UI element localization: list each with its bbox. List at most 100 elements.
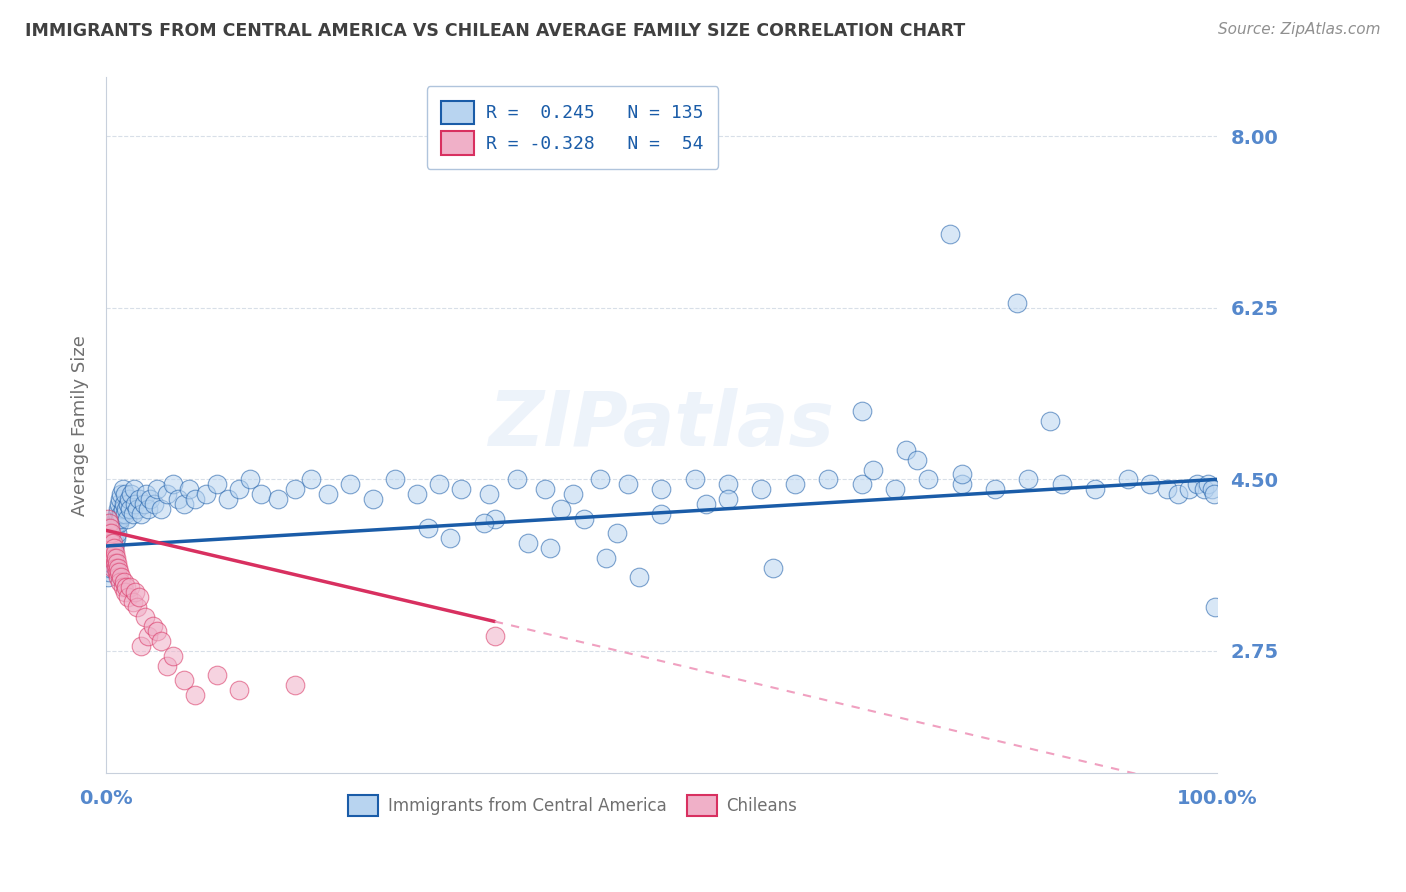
Point: [110, 511, 132, 525]
Point: [917, 472, 939, 486]
Point: [117, 497, 139, 511]
Point: [104, 531, 127, 545]
Point: [104, 550, 127, 565]
Point: [108, 566, 131, 580]
Point: [762, 560, 785, 574]
Point: [117, 590, 139, 604]
Point: [142, 619, 165, 633]
Point: [136, 629, 159, 643]
Point: [101, 546, 124, 560]
Point: [110, 487, 132, 501]
Point: [115, 501, 138, 516]
Point: [146, 482, 169, 496]
Point: [150, 634, 173, 648]
Point: [267, 491, 290, 506]
Point: [108, 516, 131, 531]
Point: [173, 673, 195, 688]
Point: [114, 487, 136, 501]
Point: [96, 560, 118, 574]
Point: [104, 546, 127, 560]
Point: [131, 507, 153, 521]
Point: [125, 501, 148, 516]
Point: [139, 491, 162, 506]
Point: [98, 550, 121, 565]
Point: [115, 511, 138, 525]
Point: [533, 482, 555, 496]
Point: [162, 477, 184, 491]
Point: [1197, 477, 1219, 491]
Point: [484, 629, 506, 643]
Point: [228, 683, 250, 698]
Point: [418, 521, 440, 535]
Point: [125, 599, 148, 614]
Point: [134, 609, 156, 624]
Point: [506, 472, 529, 486]
Point: [128, 491, 150, 506]
Point: [184, 491, 207, 506]
Legend: Immigrants from Central America, Chileans: Immigrants from Central America, Chilean…: [339, 786, 806, 824]
Point: [131, 639, 153, 653]
Point: [1139, 477, 1161, 491]
Point: [98, 521, 121, 535]
Point: [104, 511, 127, 525]
Point: [484, 511, 506, 525]
Point: [98, 546, 121, 560]
Point: [107, 570, 129, 584]
Point: [905, 452, 928, 467]
Point: [717, 477, 740, 491]
Point: [1178, 482, 1201, 496]
Point: [606, 526, 628, 541]
Point: [406, 487, 429, 501]
Point: [101, 536, 124, 550]
Point: [104, 556, 127, 570]
Point: [100, 550, 122, 565]
Point: [107, 560, 129, 574]
Point: [98, 516, 121, 531]
Point: [103, 550, 125, 565]
Point: [939, 227, 962, 242]
Point: [1017, 472, 1039, 486]
Point: [517, 536, 540, 550]
Point: [124, 585, 146, 599]
Point: [101, 550, 124, 565]
Point: [1201, 482, 1223, 496]
Point: [132, 497, 155, 511]
Point: [112, 497, 135, 511]
Point: [205, 668, 228, 682]
Point: [439, 531, 461, 545]
Point: [100, 536, 122, 550]
Point: [595, 550, 617, 565]
Point: [112, 575, 135, 590]
Point: [1192, 482, 1215, 496]
Point: [284, 678, 307, 692]
Point: [105, 516, 128, 531]
Point: [101, 560, 124, 574]
Point: [561, 487, 583, 501]
Point: [316, 487, 339, 501]
Point: [717, 491, 740, 506]
Point: [105, 556, 128, 570]
Point: [98, 546, 121, 560]
Point: [98, 556, 121, 570]
Point: [250, 487, 273, 501]
Point: [950, 477, 973, 491]
Point: [98, 541, 121, 555]
Point: [862, 462, 884, 476]
Point: [683, 472, 706, 486]
Point: [105, 507, 128, 521]
Text: ZIPatlas: ZIPatlas: [488, 388, 835, 462]
Point: [472, 516, 495, 531]
Point: [107, 501, 129, 516]
Point: [110, 570, 132, 584]
Point: [103, 541, 125, 555]
Point: [122, 482, 145, 496]
Point: [650, 507, 672, 521]
Point: [1084, 482, 1107, 496]
Point: [97, 511, 120, 525]
Point: [104, 536, 127, 550]
Point: [111, 580, 134, 594]
Point: [98, 531, 121, 545]
Point: [894, 442, 917, 457]
Point: [1204, 599, 1226, 614]
Text: Source: ZipAtlas.com: Source: ZipAtlas.com: [1218, 22, 1381, 37]
